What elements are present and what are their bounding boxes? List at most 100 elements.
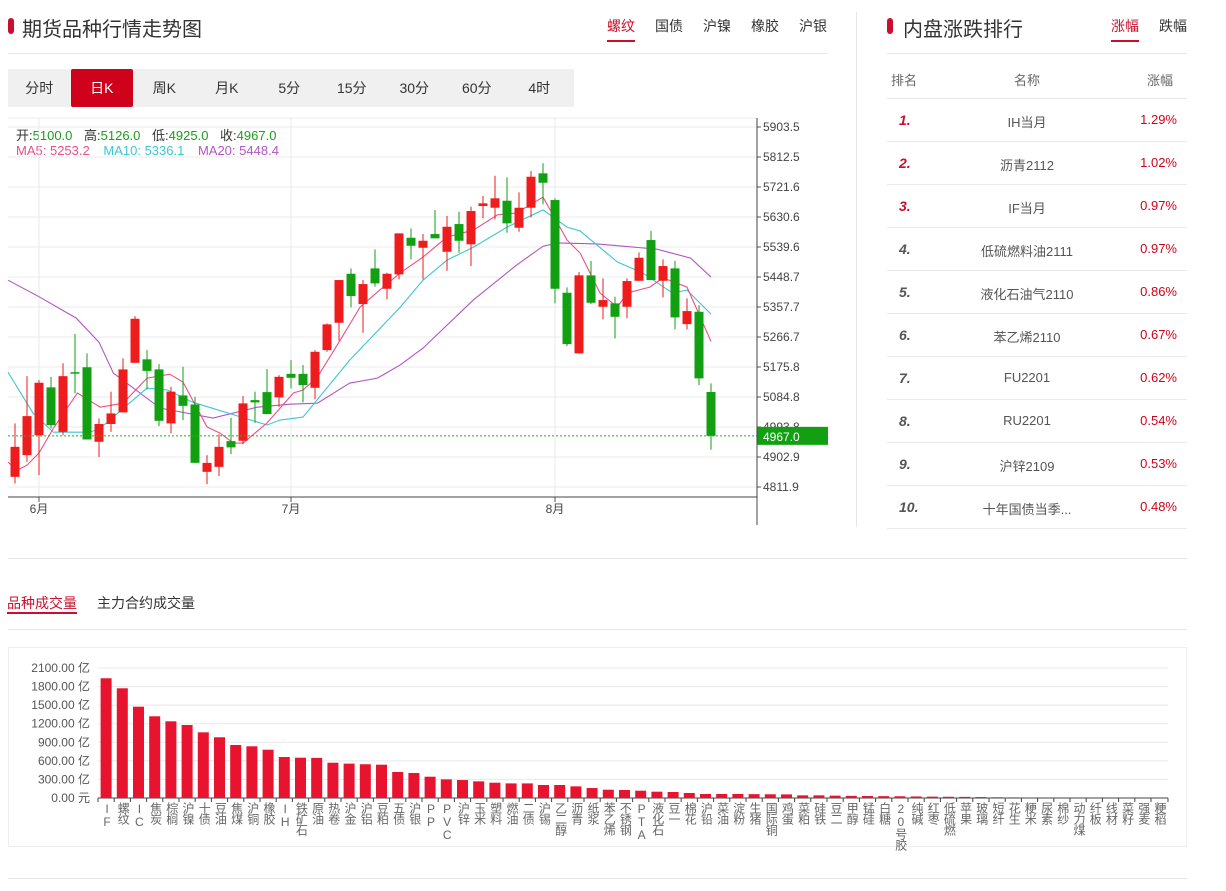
volume-bar[interactable]: [878, 796, 890, 798]
volume-bar[interactable]: [910, 796, 922, 798]
volume-bar[interactable]: [586, 788, 598, 798]
candle-down[interactable]: [70, 333, 80, 394]
volume-bar[interactable]: [635, 790, 647, 798]
volume-bar[interactable]: [133, 706, 144, 798]
volume-bar[interactable]: [230, 745, 242, 798]
volume-bar[interactable]: [781, 794, 792, 798]
candle-down[interactable]: [586, 261, 596, 305]
period-tab[interactable]: 4时: [528, 80, 551, 96]
volume-bar[interactable]: [894, 796, 906, 798]
candle-up[interactable]: [166, 386, 176, 434]
candle-down[interactable]: [262, 369, 272, 415]
candle-up[interactable]: [382, 272, 392, 300]
volume-bar[interactable]: [181, 725, 193, 798]
candle-up[interactable]: [598, 278, 608, 320]
volume-bar[interactable]: [619, 790, 630, 798]
volume-bar[interactable]: [489, 782, 501, 798]
candle-up[interactable]: [58, 363, 68, 436]
candle-down[interactable]: [562, 287, 572, 347]
candle-down[interactable]: [346, 268, 356, 308]
candle-up[interactable]: [634, 252, 644, 281]
period-tab[interactable]: 日K: [70, 69, 133, 107]
candle-up[interactable]: [334, 280, 344, 341]
period-tab[interactable]: 月K: [215, 80, 239, 96]
volume-bar[interactable]: [246, 746, 258, 798]
volume-bar[interactable]: [797, 795, 809, 798]
volume-bar[interactable]: [521, 783, 533, 798]
volume-bar[interactable]: [538, 785, 549, 798]
volume-bar[interactable]: [845, 795, 857, 798]
candle-down[interactable]: [46, 376, 56, 429]
candle-down[interactable]: [82, 353, 92, 440]
candle-up[interactable]: [478, 196, 488, 219]
volume-bar[interactable]: [278, 757, 290, 798]
candle-up[interactable]: [106, 391, 116, 432]
period-tab[interactable]: 60分: [461, 80, 492, 96]
volume-bar[interactable]: [991, 797, 1003, 798]
volume-bar[interactable]: [700, 793, 711, 798]
volume-bar[interactable]: [943, 796, 954, 798]
candle-down[interactable]: [670, 260, 680, 330]
candle-up[interactable]: [418, 234, 428, 280]
candle-down[interactable]: [502, 177, 512, 233]
volume-bar[interactable]: [116, 688, 128, 798]
ranking-row[interactable]: 9. 沪锌2109 0.53%: [887, 443, 1187, 486]
volume-bar[interactable]: [570, 786, 582, 798]
candle-down[interactable]: [694, 305, 704, 386]
volume-bar[interactable]: [343, 763, 355, 798]
candle-down[interactable]: [286, 360, 296, 389]
ranking-row[interactable]: 8. RU2201 0.54%: [887, 400, 1187, 443]
candle-up[interactable]: [322, 323, 332, 352]
volume-bar[interactable]: [926, 796, 938, 798]
candle-up[interactable]: [202, 455, 212, 485]
candle-down[interactable]: [370, 249, 380, 287]
tab-main-contract-volume[interactable]: 主力合约成交量: [97, 595, 195, 611]
volume-bar[interactable]: [748, 794, 760, 798]
volume-bar[interactable]: [376, 764, 387, 798]
volume-bar[interactable]: [1007, 797, 1019, 798]
candle-up[interactable]: [10, 423, 20, 484]
volume-bar[interactable]: [295, 757, 306, 798]
volume-bar[interactable]: [862, 796, 873, 798]
candle-down[interactable]: [154, 364, 164, 427]
volume-bar[interactable]: [165, 721, 177, 798]
candle-down[interactable]: [406, 228, 416, 260]
volume-bar[interactable]: [683, 792, 695, 798]
volume-bar[interactable]: [975, 797, 987, 798]
candle-up[interactable]: [130, 316, 140, 363]
volume-bar[interactable]: [262, 749, 274, 798]
candle-down[interactable]: [610, 296, 620, 339]
ranking-row[interactable]: 5. 液化石油气2110 0.86%: [887, 271, 1187, 314]
candle-up[interactable]: [514, 192, 524, 232]
candle-up[interactable]: [238, 396, 248, 445]
period-tab[interactable]: 15分: [336, 80, 367, 96]
volume-bar[interactable]: [457, 780, 468, 798]
candle-up[interactable]: [34, 380, 44, 476]
volume-bar[interactable]: [813, 795, 825, 798]
volume-bar[interactable]: [440, 779, 452, 798]
candle-down[interactable]: [430, 210, 440, 239]
volume-bar[interactable]: [473, 781, 485, 798]
candle-down[interactable]: [538, 163, 548, 205]
commodity-tab[interactable]: 沪银: [799, 18, 827, 34]
candle-up[interactable]: [118, 358, 128, 413]
candle-up[interactable]: [310, 350, 320, 400]
period-tab[interactable]: 5分: [278, 80, 301, 96]
candle-down[interactable]: [298, 365, 308, 403]
candle-down[interactable]: [706, 383, 716, 450]
candle-up[interactable]: [490, 175, 500, 220]
candle-up[interactable]: [574, 272, 584, 354]
volume-bar[interactable]: [197, 732, 209, 798]
candle-up[interactable]: [622, 278, 632, 319]
volume-bar[interactable]: [408, 772, 420, 798]
candle-up[interactable]: [442, 216, 452, 271]
candle-down[interactable]: [142, 350, 152, 390]
volume-bar[interactable]: [149, 716, 161, 798]
commodity-tab[interactable]: 橡胶: [751, 18, 779, 34]
candle-up[interactable]: [394, 233, 404, 280]
candle-up[interactable]: [274, 375, 284, 407]
candlestick-chart[interactable]: 5903.5 5812.5 5721.6 5630.6 5539.6 5448.7 5357…: [0, 110, 830, 530]
period-tab[interactable]: 30分: [399, 80, 430, 96]
period-tab[interactable]: 分时: [25, 80, 54, 96]
period-tab[interactable]: 周K: [152, 80, 176, 96]
